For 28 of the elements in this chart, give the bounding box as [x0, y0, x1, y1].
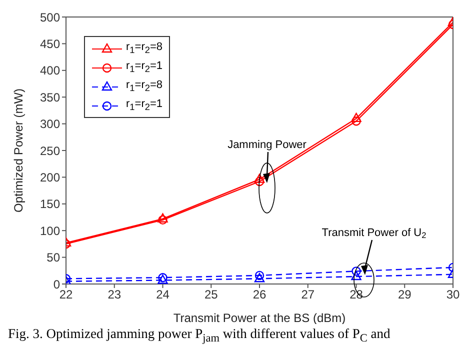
y-tick-label: 100 — [40, 224, 60, 238]
x-tick-label: 22 — [59, 288, 73, 302]
y-tick-label: 500 — [40, 10, 60, 24]
legend-label: r$_{1}$=r$_{2}$=8 — [126, 41, 162, 56]
annotation: Transmit Power of U$_{2}$ — [322, 227, 427, 240]
x-tick-label: 25 — [204, 288, 218, 302]
x-tick-label: 24 — [156, 288, 170, 302]
annotation: Jamming Power — [228, 139, 307, 151]
y-tick-label: 0 — [53, 277, 60, 292]
x-tick-label: 30 — [446, 288, 460, 302]
legend-label: r$_{1}$=r$_{2}$=1 — [126, 98, 162, 113]
y-tick-label: 400 — [40, 64, 60, 78]
y-tick-label: 50 — [46, 250, 60, 265]
legend-label: r$_{1}$=r$_{2}$=8 — [126, 79, 162, 94]
x-tick-label: 27 — [301, 288, 315, 302]
y-axis-title: Optimized Power (mW) — [11, 88, 26, 213]
y-tick-label: 200 — [40, 170, 60, 184]
y-tick-label: 350 — [40, 90, 60, 104]
x-tick-label: 23 — [108, 288, 122, 302]
caption: Fig. 3. Optimized jamming power P$_{jam}$ with different values of P$_{C}$ and — [8, 326, 392, 345]
y-tick-label: 300 — [40, 117, 60, 132]
y-tick-label: 150 — [40, 197, 60, 212]
y-tick-label: 450 — [40, 36, 60, 51]
y-tick-label: 250 — [40, 144, 60, 158]
x-tick-label: 26 — [252, 288, 266, 302]
legend-label: r$_{1}$=r$_{2}$=1 — [126, 60, 162, 75]
x-tick-label: 28 — [350, 288, 364, 302]
x-tick-label: 29 — [398, 288, 412, 302]
